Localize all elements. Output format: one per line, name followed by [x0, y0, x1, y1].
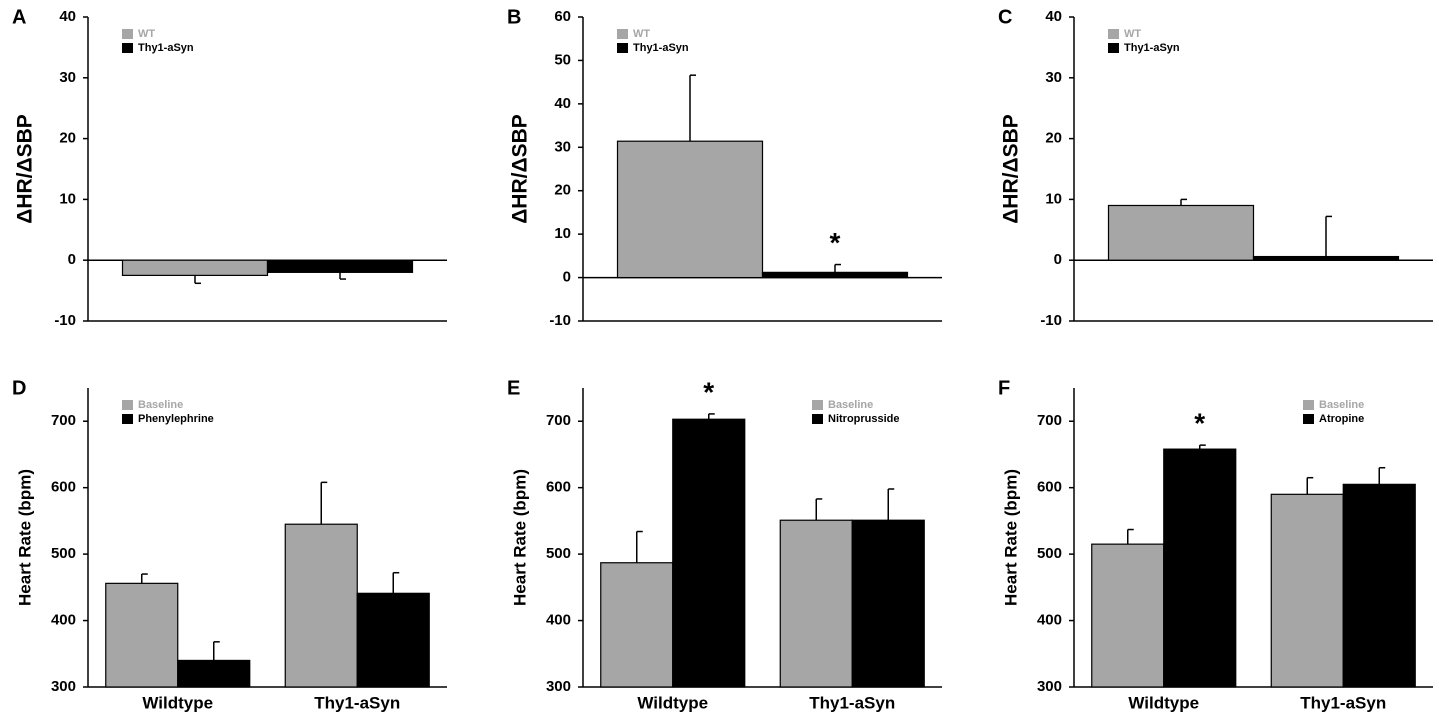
y-tick-label: 50 [554, 51, 571, 68]
bar [1342, 483, 1416, 688]
legend-label: WT [138, 28, 155, 40]
legend-swatch [1303, 400, 1314, 410]
legend-swatch [1303, 414, 1314, 424]
bar [779, 519, 853, 688]
x-tick-label: Thy1-aSyn [809, 693, 895, 712]
y-axis-label: Heart Rate (bpm) [510, 469, 529, 606]
legend-swatch [122, 414, 133, 424]
y-tick-label: 40 [59, 8, 76, 25]
bar [356, 592, 430, 688]
y-tick-label: 20 [1045, 130, 1062, 147]
y-tick-label: 60 [554, 8, 571, 25]
y-tick-label: 700 [1037, 412, 1062, 429]
annotation: * [1194, 408, 1205, 439]
legend-swatch [812, 414, 823, 424]
y-axis-label: Heart Rate (bpm) [1001, 469, 1020, 606]
legend-label: Thy1-aSyn [138, 42, 194, 54]
legend-swatch [122, 400, 133, 410]
bar [761, 271, 909, 279]
y-tick-label: 500 [51, 545, 76, 562]
legend-label: Thy1-aSyn [1124, 42, 1180, 54]
bar [616, 140, 764, 279]
x-tick-label: Wildtype [142, 693, 213, 712]
y-tick-label: 300 [51, 678, 76, 695]
panel-label: A [12, 6, 26, 28]
legend-label: WT [633, 28, 650, 40]
legend-swatch [122, 43, 133, 53]
legend-label: Nitroprusside [828, 413, 900, 425]
legend-swatch [812, 400, 823, 410]
bar [1091, 543, 1165, 688]
y-tick-label: 700 [51, 412, 76, 429]
y-tick-label: 300 [1037, 678, 1062, 695]
y-tick-label: 10 [554, 225, 571, 242]
y-tick-label: 20 [554, 182, 571, 199]
bar [1163, 448, 1237, 688]
y-tick-label: -10 [1040, 312, 1062, 329]
y-tick-label: 10 [59, 190, 76, 207]
y-tick-label: 20 [59, 130, 76, 147]
y-tick-label: 300 [546, 678, 571, 695]
panel-label: D [12, 377, 26, 399]
y-tick-label: 700 [546, 412, 571, 429]
bar [284, 523, 358, 688]
y-tick-label: -10 [54, 312, 76, 329]
y-tick-label: 30 [1045, 69, 1062, 86]
legend-swatch [617, 43, 628, 53]
bar [1270, 493, 1344, 688]
y-tick-label: 30 [554, 138, 571, 155]
bar [177, 659, 251, 688]
y-tick-label: 600 [546, 479, 571, 496]
panel-label: B [507, 6, 521, 28]
y-tick-label: -10 [549, 312, 571, 329]
bar [266, 259, 414, 273]
legend-label: Phenylephrine [138, 413, 214, 425]
y-axis-label: ΔHR/ΔSBP [14, 114, 37, 224]
annotation: * [703, 376, 714, 407]
y-tick-label: 0 [1054, 251, 1062, 268]
panel-label: E [507, 377, 520, 399]
y-axis-label: ΔHR/ΔSBP [1000, 114, 1023, 224]
y-tick-label: 0 [563, 269, 571, 286]
bar [1107, 204, 1255, 261]
bar [672, 418, 746, 688]
y-axis-label: Heart Rate (bpm) [15, 469, 34, 606]
y-tick-label: 30 [59, 69, 76, 86]
x-tick-label: Thy1-aSyn [314, 693, 400, 712]
legend-label: WT [1124, 28, 1141, 40]
y-tick-label: 400 [51, 612, 76, 629]
y-tick-label: 40 [1045, 8, 1062, 25]
legend-label: Baseline [138, 399, 183, 411]
x-tick-label: Wildtype [637, 693, 708, 712]
legend-swatch [1108, 43, 1119, 53]
annotation: * [830, 227, 841, 258]
y-tick-label: 0 [68, 251, 76, 268]
legend-label: Thy1-aSyn [633, 42, 689, 54]
bar [851, 519, 925, 688]
y-tick-label: 600 [51, 479, 76, 496]
y-tick-label: 400 [1037, 612, 1062, 629]
y-tick-label: 400 [546, 612, 571, 629]
y-tick-label: 600 [1037, 479, 1062, 496]
y-axis-label: ΔHR/ΔSBP [509, 114, 532, 224]
legend-label: Atropine [1319, 413, 1364, 425]
y-tick-label: 10 [1045, 190, 1062, 207]
panel-label: C [998, 6, 1012, 28]
x-tick-label: Wildtype [1128, 693, 1199, 712]
x-tick-label: Thy1-aSyn [1300, 693, 1386, 712]
y-tick-label: 500 [546, 545, 571, 562]
bar [1252, 255, 1400, 261]
legend-label: Baseline [828, 399, 873, 411]
bar [121, 259, 269, 277]
legend-swatch [122, 29, 133, 39]
y-tick-label: 40 [554, 95, 571, 112]
y-tick-label: 500 [1037, 545, 1062, 562]
legend-label: Baseline [1319, 399, 1364, 411]
legend-swatch [617, 29, 628, 39]
bar [600, 562, 674, 688]
bar [105, 582, 179, 688]
legend-swatch [1108, 29, 1119, 39]
panel-label: F [998, 377, 1010, 399]
